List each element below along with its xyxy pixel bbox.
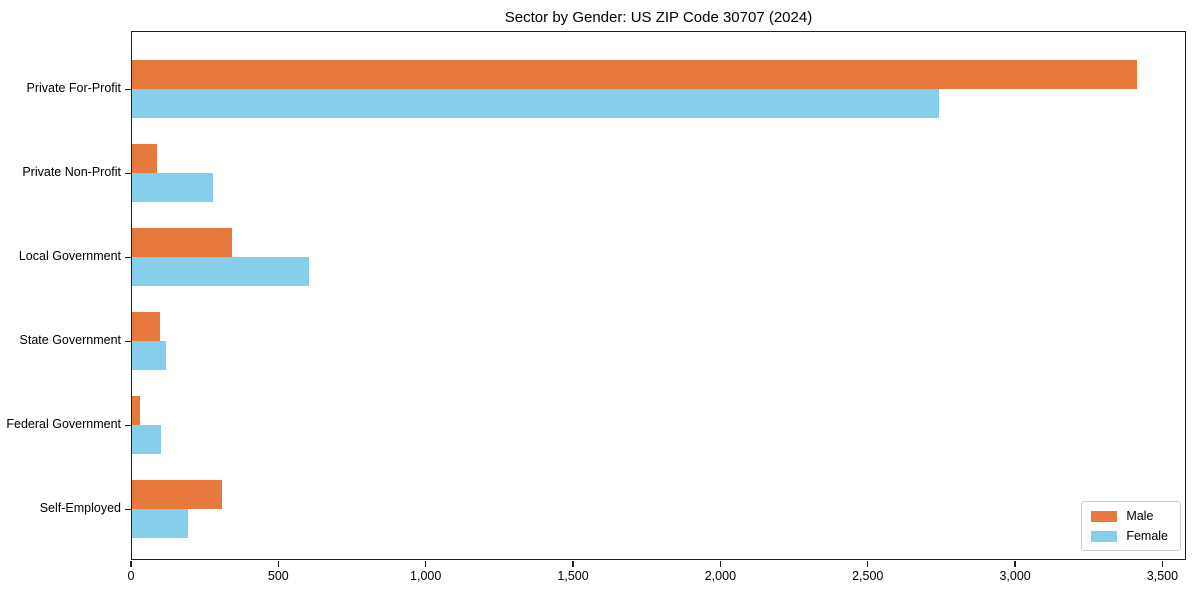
bar-male-local-government [132,228,233,257]
x-tick-mark [425,561,427,567]
x-tick-label-1000: 1,000 [410,569,442,583]
x-tick-mark [572,561,574,567]
x-tick-mark [277,561,279,567]
x-tick-label-0: 0 [127,569,135,583]
y-tick-label-federal-government: Federal Government [6,417,121,431]
bar-male-self-employed [132,480,222,509]
y-tick-mark [125,256,132,258]
plot-area: Male Female [125,31,1186,560]
x-tick-mark [719,561,721,567]
legend-item-female: Female [1091,529,1168,543]
bar-female-private-non-profit [132,173,214,202]
bar-male-federal-government [132,396,140,425]
bar-female-federal-government [132,425,161,454]
x-tick-mark [1161,561,1163,567]
x-axis: 0 500 1,000 1,500 2,000 2,500 3,000 3,500 [128,560,1186,600]
chart-title: Sector by Gender: US ZIP Code 30707 (202… [504,9,813,26]
y-tick-label-private-non-profit: Private Non-Profit [22,165,121,179]
legend-swatch-male [1091,510,1118,522]
y-axis-labels: Private For-Profit Private Non-Profit Loca… [0,31,121,560]
bar-female-private-for-profit [132,89,940,118]
x-tick-label-500: 500 [267,569,289,583]
y-tick-mark [125,88,132,90]
y-tick-mark [125,508,132,510]
y-tick-label-self-employed: Self-Employed [39,501,121,515]
legend: Male Female [1081,501,1181,551]
bar-female-local-government [132,257,309,286]
bar-male-private-for-profit [132,60,1137,89]
x-tick-label-2000: 2,000 [704,569,737,583]
y-tick-label-local-government: Local Government [18,249,121,263]
y-tick-mark [125,424,132,426]
bar-male-state-government [132,312,160,341]
legend-swatch-female [1091,530,1118,542]
legend-label-female: Female [1126,529,1168,543]
x-tick-mark [130,561,132,567]
bar-female-state-government [132,341,166,370]
legend-label-male: Male [1126,509,1154,523]
y-tick-label-state-government: State Government [19,333,121,347]
y-tick-label-private-for-profit: Private For-Profit [26,81,121,95]
x-tick-label-1500: 1,500 [557,569,589,583]
x-tick-label-3000: 3,000 [999,569,1031,583]
y-tick-mark [125,172,132,174]
bar-male-private-non-profit [132,144,158,173]
x-tick-mark [1014,561,1016,567]
x-tick-label-2500: 2,500 [852,569,884,583]
x-tick-mark [867,561,869,567]
legend-item-male: Male [1091,509,1168,523]
x-tick-label-3500: 3,500 [1146,569,1179,583]
y-tick-mark [125,340,132,342]
bar-female-self-employed [132,509,188,538]
